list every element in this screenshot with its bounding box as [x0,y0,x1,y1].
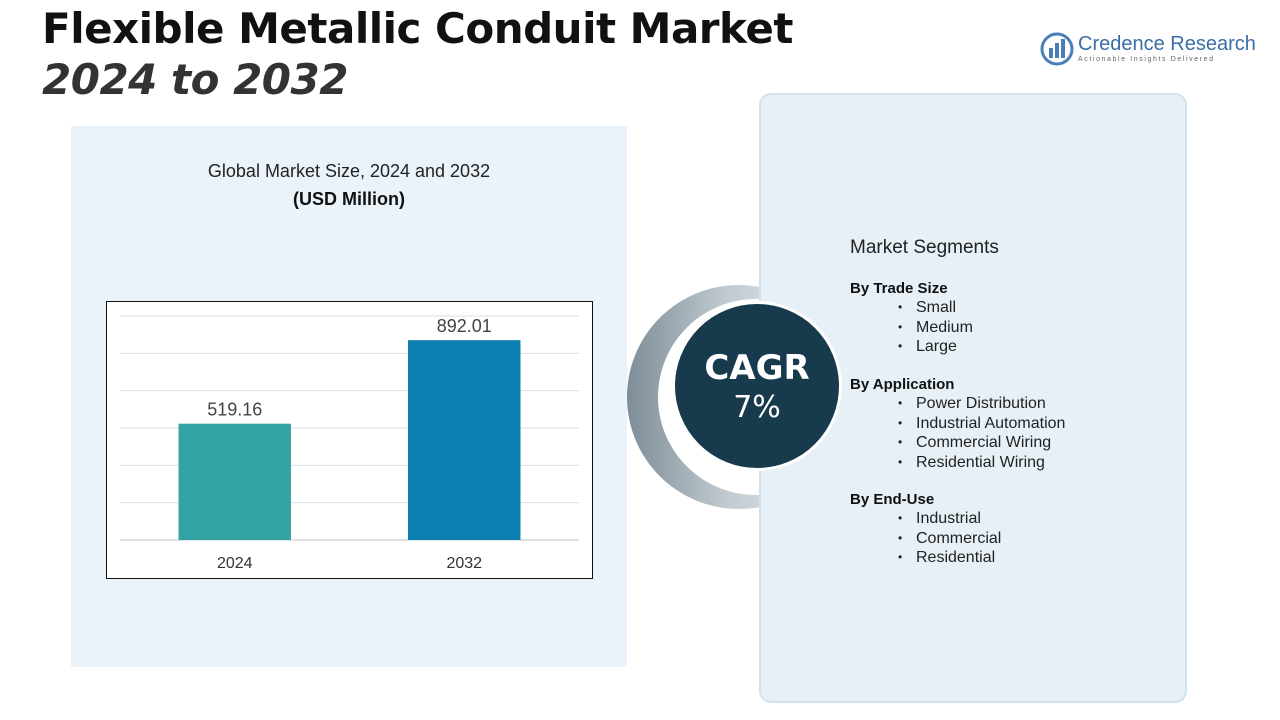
bullet-icon: • [898,300,903,314]
bullet-icon: • [898,319,903,334]
segment-item: • Commercial Wiring [898,434,1052,451]
segment-item: • Medium [898,318,973,336]
bullet-icon: • [898,530,903,545]
data-label: 519.16 [207,400,262,420]
segment-item: • Small [898,299,957,316]
segment-group-label: By Trade Size [850,280,948,297]
bar-chart-svg: 519.16 2024 892.01 2032 [120,315,579,572]
bullet-icon: • [898,454,903,469]
segment-item: • Power Distribution [898,395,1046,412]
logo-tagline: Actionable Insights Delivered [1078,56,1215,63]
cagr-value: 7% [733,390,781,425]
company-logo: Credence Research Actionable Insights De… [1040,32,1256,68]
data-label: 892.01 [437,316,492,336]
bar-2032 [408,340,521,540]
segment-item: • Industrial [898,510,981,527]
segment-group-trade-size: By Trade Size • Small • Medium • Large [850,279,973,357]
bullet-icon: • [898,339,903,353]
x-tick-label: 2032 [446,555,482,572]
chart-title: Global Market Size, 2024 and 2032 [207,161,491,181]
logo-mark-icon [1040,32,1074,66]
bullet-icon: • [898,415,903,430]
chart-unit: (USD Million) [293,189,405,209]
cagr-badge: CAGR 7% [672,301,842,471]
title-line-1: Flexible Metallic Conduit Market [42,4,793,53]
logo-name: Credence Research [1078,33,1256,55]
segment-item: • Large [898,338,957,355]
segment-group-application: By Application • Power Distribution • Indu… [850,375,1065,472]
bullet-icon: • [898,435,903,449]
bullet-icon: • [898,396,903,410]
bar-chart: 519.16 2024 892.01 2032 [106,301,593,579]
segment-item: • Residential Wiring [898,453,1045,471]
bar-2024 [178,423,291,540]
segment-item: • Industrial Automation [898,414,1066,432]
segment-item: • Commercial [898,529,1002,547]
title-line-2: 2024 to 2032 [42,55,348,104]
segment-item: • Residential [898,549,996,566]
segment-group-label: By Application [850,376,955,393]
segment-group-label: By End-Use [850,491,935,508]
chart-panel: Global Market Size, 2024 and 2032 (USD M… [71,126,627,667]
bullet-icon: • [898,550,903,564]
x-tick-label: 2024 [217,555,253,572]
cagr-label: CAGR [704,348,810,388]
segments-heading: Market Segments [850,237,999,258]
segment-group-end-use: By End-Use • Industrial • Commercial • Resi… [850,490,1001,568]
bullet-icon: • [898,511,903,525]
